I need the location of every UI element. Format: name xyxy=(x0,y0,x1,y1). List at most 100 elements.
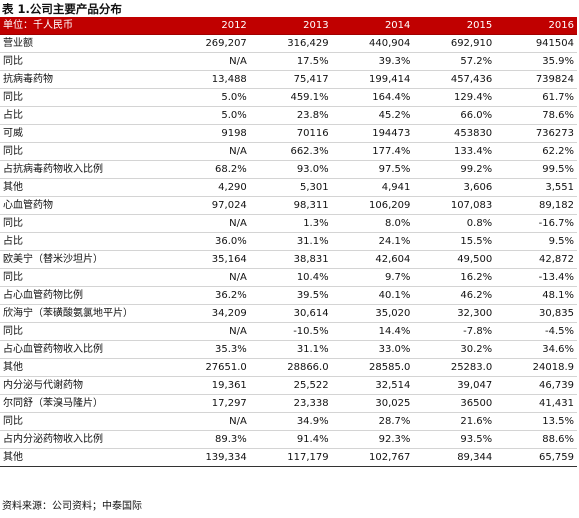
product-distribution-table: 单位：千人民币 2012 2013 2014 2015 2016 营业额 269,207 31… xyxy=(0,17,577,467)
cell-value: 39,047 xyxy=(413,376,496,395)
row-label: 同比 xyxy=(0,268,168,287)
cell-value: 199,414 xyxy=(331,70,414,89)
cell-value: N/A xyxy=(168,322,250,341)
header-year: 2015 xyxy=(413,17,496,35)
cell-value: 32,300 xyxy=(413,304,496,323)
table-row: 营业额 269,207 316,429 440,904 692,910 941504 xyxy=(0,34,577,53)
cell-value: -7.8% xyxy=(413,322,496,341)
cell-value: 457,436 xyxy=(413,70,496,89)
cell-value: 5.0% xyxy=(168,88,250,107)
cell-value: -13.4% xyxy=(495,268,577,287)
cell-value: 17.5% xyxy=(249,52,332,71)
cell-value: 34,209 xyxy=(168,304,250,323)
cell-value: 78.6% xyxy=(495,106,577,125)
cell-value: 32,514 xyxy=(331,376,414,395)
cell-value: 30,025 xyxy=(331,394,414,413)
row-label: 同比 xyxy=(0,322,168,341)
row-label: 占心血管药物比例 xyxy=(0,286,168,305)
table-row: 尔同舒（苯溴马隆片） 17,297 23,338 30,025 36500 41,431 xyxy=(0,394,577,413)
cell-value: 117,179 xyxy=(249,448,332,467)
cell-value: 133.4% xyxy=(413,142,496,161)
row-label: 抗病毒药物 xyxy=(0,70,168,89)
cell-value: 1.3% xyxy=(249,214,332,233)
row-label: 占内分泌药物收入比例 xyxy=(0,430,168,449)
cell-value: 129.4% xyxy=(413,88,496,107)
row-label: 其他 xyxy=(0,448,168,467)
cell-value: 139,334 xyxy=(168,448,250,467)
table-row: 同比 5.0% 459.1% 164.4% 129.4% 61.7% xyxy=(0,88,577,107)
header-year: 2016 xyxy=(495,17,577,35)
cell-value: 68.2% xyxy=(168,160,250,179)
cell-value: 97.5% xyxy=(331,160,414,179)
cell-value: 941504 xyxy=(495,34,577,53)
cell-value: 65,759 xyxy=(495,448,577,467)
cell-value: 31.1% xyxy=(249,232,332,251)
cell-value: 24018.9 xyxy=(495,358,577,377)
cell-value: 33.0% xyxy=(331,340,414,359)
cell-value: 13.5% xyxy=(495,412,577,431)
row-label: 欣海宁（苯磺酸氨氯地平片） xyxy=(0,304,168,323)
table-row: 同比 N/A 10.4% 9.7% 16.2% -13.4% xyxy=(0,268,577,287)
cell-value: 27651.0 xyxy=(168,358,250,377)
cell-value: 89.3% xyxy=(168,430,250,449)
cell-value: 28585.0 xyxy=(331,358,414,377)
table-row: 内分泌与代谢药物 19,361 25,522 32,514 39,047 46,739 xyxy=(0,376,577,395)
table-row: 占比 5.0% 23.8% 45.2% 66.0% 78.6% xyxy=(0,106,577,125)
row-label: 同比 xyxy=(0,142,168,161)
cell-value: 35,164 xyxy=(168,250,250,269)
cell-value: 28866.0 xyxy=(249,358,332,377)
cell-value: 49,500 xyxy=(413,250,496,269)
cell-value: 91.4% xyxy=(249,430,332,449)
row-label: 占心血管药物收入比例 xyxy=(0,340,168,359)
cell-value: 662.3% xyxy=(249,142,332,161)
cell-value: N/A xyxy=(168,268,250,287)
row-label: 占抗病毒药物收入比例 xyxy=(0,160,168,179)
cell-value: 40.1% xyxy=(331,286,414,305)
cell-value: 61.7% xyxy=(495,88,577,107)
header-year: 2014 xyxy=(331,17,414,35)
table-row: 可威 9198 70116 194473 453830 736273 xyxy=(0,124,577,143)
row-label: 占比 xyxy=(0,232,168,251)
cell-value: 17,297 xyxy=(168,394,250,413)
cell-value: -4.5% xyxy=(495,322,577,341)
cell-value: 93.5% xyxy=(413,430,496,449)
cell-value: 88.6% xyxy=(495,430,577,449)
cell-value: 23,338 xyxy=(249,394,332,413)
cell-value: 9198 xyxy=(168,124,250,143)
cell-value: 46.2% xyxy=(413,286,496,305)
cell-value: 98,311 xyxy=(249,196,332,215)
table-row: 同比 N/A 17.5% 39.3% 57.2% 35.9% xyxy=(0,52,577,71)
cell-value: 0.8% xyxy=(413,214,496,233)
row-label: 同比 xyxy=(0,412,168,431)
cell-value: 453830 xyxy=(413,124,496,143)
cell-value: 5.0% xyxy=(168,106,250,125)
cell-value: 89,182 xyxy=(495,196,577,215)
table-title: 表 1.公司主要产品分布 xyxy=(2,2,122,16)
table-row: 同比 N/A 662.3% 177.4% 133.4% 62.2% xyxy=(0,142,577,161)
table-row: 占比 36.0% 31.1% 24.1% 15.5% 9.5% xyxy=(0,232,577,251)
cell-value: 46,739 xyxy=(495,376,577,395)
cell-value: 8.0% xyxy=(331,214,414,233)
cell-value: 106,209 xyxy=(331,196,414,215)
table-row: 其他 4,290 5,301 4,941 3,606 3,551 xyxy=(0,178,577,197)
cell-value: 4,941 xyxy=(331,178,414,197)
cell-value: 62.2% xyxy=(495,142,577,161)
cell-value: 93.0% xyxy=(249,160,332,179)
cell-value: 9.7% xyxy=(331,268,414,287)
cell-value: 35.9% xyxy=(495,52,577,71)
table-row: 占心血管药物比例 36.2% 39.5% 40.1% 46.2% 48.1% xyxy=(0,286,577,305)
cell-value: 15.5% xyxy=(413,232,496,251)
cell-value: 66.0% xyxy=(413,106,496,125)
cell-value: 30,614 xyxy=(249,304,332,323)
cell-value: 10.4% xyxy=(249,268,332,287)
cell-value: 92.3% xyxy=(331,430,414,449)
cell-value: 107,083 xyxy=(413,196,496,215)
cell-value: 48.1% xyxy=(495,286,577,305)
cell-value: 57.2% xyxy=(413,52,496,71)
cell-value: 23.8% xyxy=(249,106,332,125)
cell-value: 36500 xyxy=(413,394,496,413)
cell-value: 45.2% xyxy=(331,106,414,125)
cell-value: 36.0% xyxy=(168,232,250,251)
row-label: 心血管药物 xyxy=(0,196,168,215)
cell-value: 89,344 xyxy=(413,448,496,467)
